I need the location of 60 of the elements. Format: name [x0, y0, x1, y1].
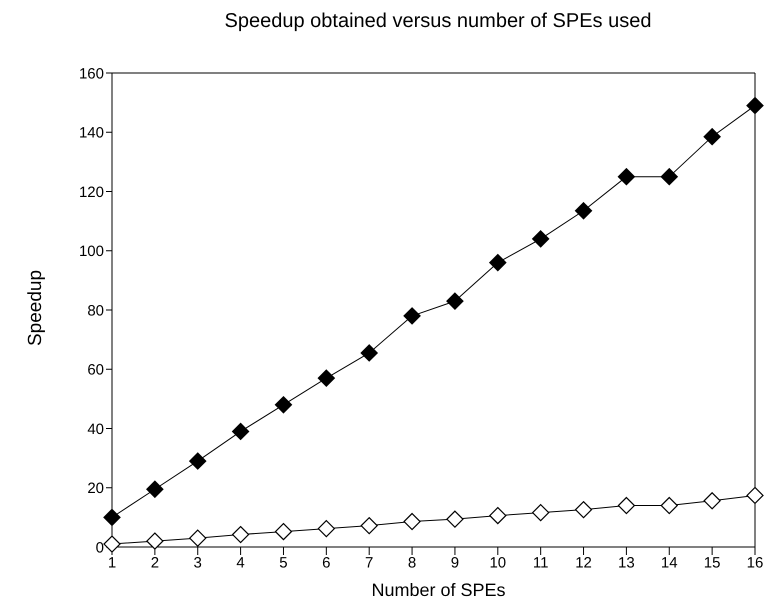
point: [274, 396, 292, 414]
point: [189, 530, 206, 547]
point: [532, 230, 550, 248]
point: [360, 344, 378, 362]
x-tick-label: 9: [450, 554, 460, 572]
y-tick-label: 160: [78, 65, 104, 82]
point: [360, 517, 378, 534]
point: [103, 535, 121, 553]
point: [618, 496, 635, 514]
x-tick-label: 13: [618, 554, 635, 572]
point: [660, 496, 678, 514]
point: [146, 532, 164, 550]
chart-title: Speedup obtained versus number of SPEs used: [224, 10, 652, 33]
point: [318, 370, 335, 387]
point: [446, 292, 464, 310]
x-axis-title: Number of SPEs: [370, 580, 507, 601]
x-tick-label: 4: [236, 554, 245, 572]
point: [704, 128, 721, 146]
y-tick-label: 100: [78, 243, 104, 260]
point: [489, 254, 506, 272]
point: [489, 507, 506, 524]
point: [403, 307, 421, 325]
point: [318, 520, 335, 538]
point: [232, 422, 250, 440]
point: [746, 96, 764, 114]
x-tick-label: 3: [194, 554, 202, 572]
y-tick-label: 40: [87, 420, 104, 438]
point: [446, 510, 464, 528]
point: [574, 501, 592, 518]
x-tick-label: 1: [108, 554, 116, 572]
y-tick-label: 140: [78, 124, 104, 142]
y-tick-label: 80: [87, 302, 104, 320]
y-tick-label: 60: [87, 362, 104, 379]
point: [103, 508, 121, 526]
x-tick-label: 6: [322, 554, 331, 572]
y-axis-title: Speedup: [25, 270, 48, 346]
point: [704, 492, 721, 510]
x-tick-label: 2: [150, 554, 160, 572]
x-tick-label: 7: [365, 554, 374, 572]
x-tick-label: 15: [704, 554, 720, 572]
y-tick-label: 120: [78, 184, 104, 201]
point: [232, 526, 250, 544]
y-tick-label: 20: [87, 480, 104, 498]
x-tick-label: 11: [532, 554, 548, 572]
point: [146, 480, 164, 498]
x-tick-label: 16: [746, 554, 764, 572]
point: [403, 512, 421, 530]
x-tick-label: 14: [660, 554, 678, 572]
point: [746, 486, 764, 504]
point: [274, 522, 292, 540]
point: [660, 168, 678, 186]
x-tick-label: 5: [279, 554, 288, 572]
point: [532, 504, 550, 522]
x-tick-label: 8: [408, 554, 416, 572]
y-tick-label: 0: [96, 539, 104, 556]
point: [189, 452, 206, 470]
point: [574, 202, 592, 220]
point: [618, 168, 635, 186]
x-tick-label: 10: [489, 554, 506, 572]
x-tick-label: 12: [575, 554, 592, 572]
